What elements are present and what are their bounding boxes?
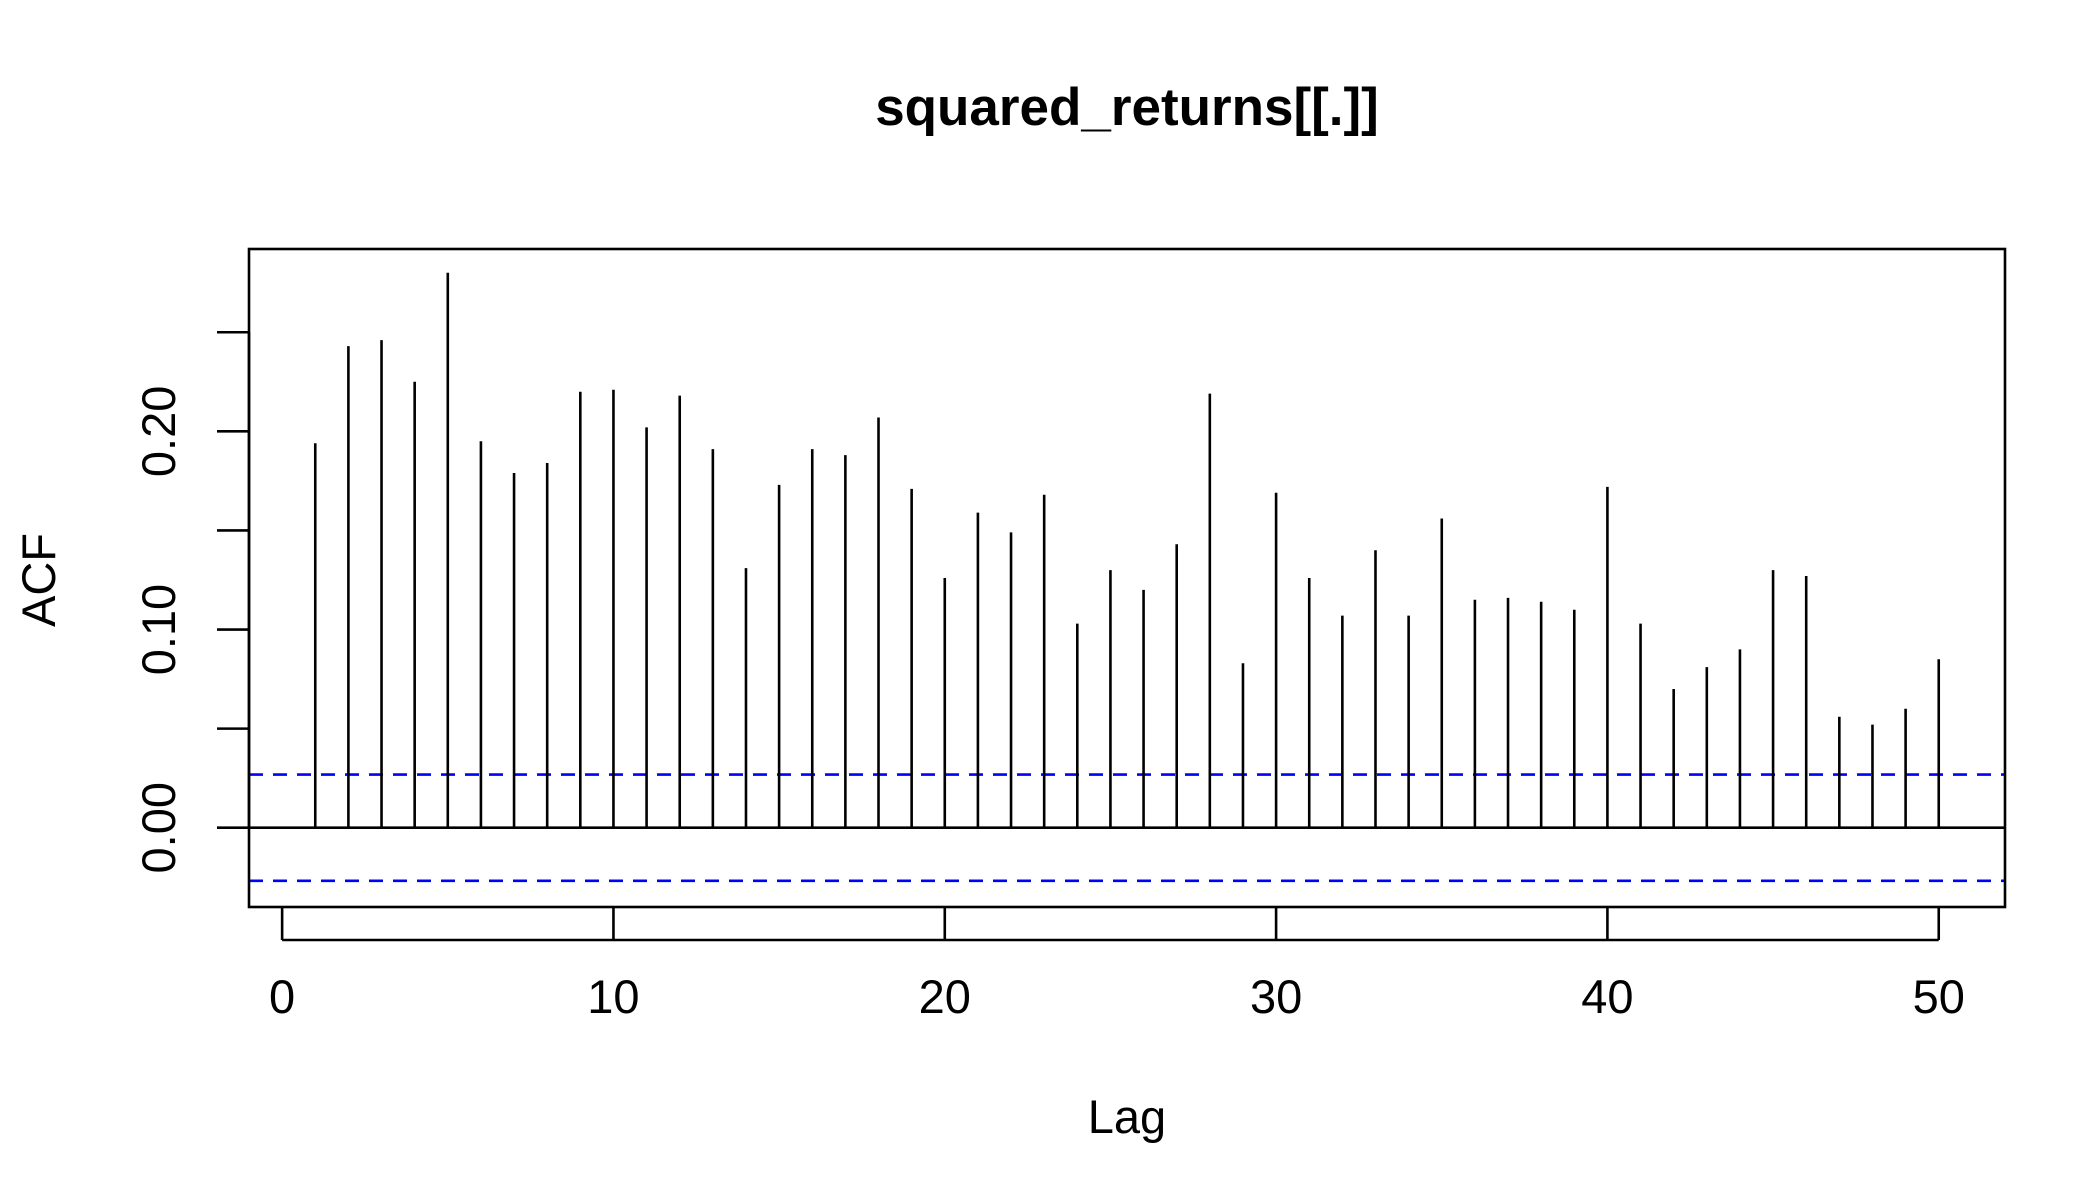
y-axis-label: ACF — [12, 533, 65, 627]
x-tick-label-20: 20 — [919, 970, 971, 1023]
x-axis-label: Lag — [1088, 1090, 1166, 1143]
x-tick-label-30: 30 — [1250, 970, 1302, 1023]
x-tick-label-40: 40 — [1581, 970, 1633, 1023]
x-tick-label-0: 0 — [269, 970, 295, 1023]
x-tick-label-10: 10 — [587, 970, 639, 1023]
y-tick-label-2: 0.10 — [132, 584, 185, 675]
y-tick-label-0: 0.00 — [132, 782, 185, 873]
plot-frame — [247, 247, 2007, 909]
x-tick-label-50: 50 — [1913, 970, 1965, 1023]
chart-title: squared_returns[[.]] — [875, 78, 1379, 137]
y-tick-label-4: 0.20 — [132, 386, 185, 477]
